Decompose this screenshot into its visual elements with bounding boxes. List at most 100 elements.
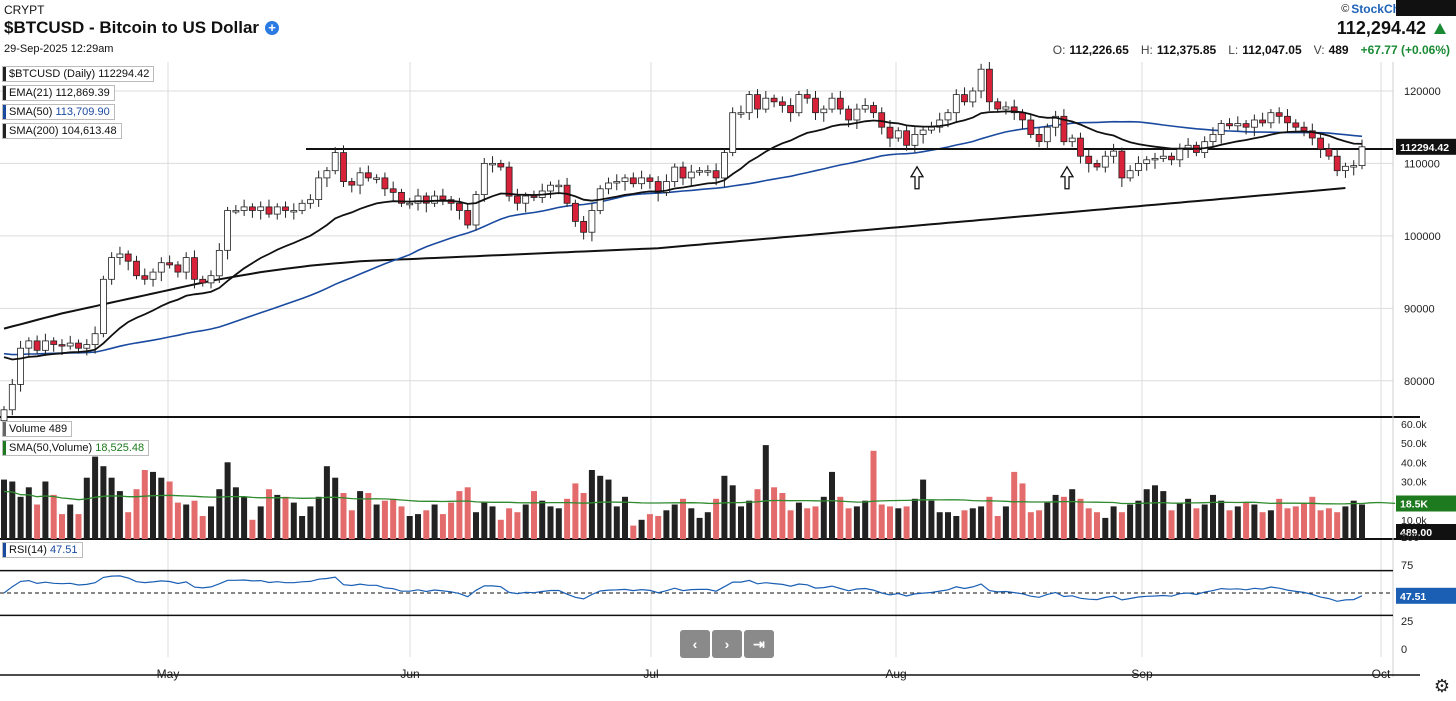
volume-bar: [150, 471, 156, 539]
vol-sma-axis-tag: 18.5K: [1400, 498, 1428, 510]
candle-body: [928, 126, 935, 131]
volume-bar: [199, 516, 206, 539]
sma200-axis-tag: 104613.48: [1400, 0, 1450, 3]
candle-body: [812, 97, 819, 114]
volume-bar: [431, 504, 438, 539]
candle-body: [265, 206, 273, 215]
candle-body: [1085, 155, 1093, 164]
candle-body: [1333, 155, 1341, 172]
volume-bar: [978, 506, 985, 539]
volume-bar: [489, 506, 496, 539]
volume-bar: [133, 489, 140, 539]
candle-body: [795, 94, 803, 114]
candle-body: [505, 166, 513, 197]
add-symbol-button[interactable]: +: [265, 21, 280, 35]
volume-bar: [820, 496, 827, 539]
volume-sma-line: [3, 490, 1396, 505]
rsi-tick-label: 0: [1401, 644, 1407, 656]
candle-body: [282, 206, 289, 211]
scroll-left-button[interactable]: ‹: [680, 630, 710, 658]
volume-bar: [588, 470, 595, 539]
volume-bar: [1267, 510, 1274, 540]
candle-body: [1043, 126, 1051, 143]
volume-bar: [1143, 489, 1150, 539]
volume-bar: [497, 519, 504, 539]
volume-bar: [1325, 508, 1332, 539]
candle-body: [1226, 123, 1233, 127]
candle-body: [273, 206, 281, 215]
volume-bar: [83, 477, 90, 539]
volume-bar: [1077, 498, 1084, 540]
volume-bar: [746, 500, 753, 539]
volume-bar: [911, 498, 918, 540]
volume-bar: [638, 519, 645, 539]
volume-bar: [1027, 512, 1034, 539]
x-tick-label: Aug: [885, 667, 906, 681]
candle-body: [497, 162, 505, 168]
scroll-end-button[interactable]: ⇥: [744, 630, 774, 658]
candle-body: [348, 181, 356, 186]
candle-body: [306, 199, 314, 204]
volume-bar: [920, 479, 927, 539]
x-tick-label: Oct: [1372, 667, 1391, 681]
low-readout: L: 112,047.05: [1228, 43, 1301, 57]
volume-bar: [1052, 494, 1059, 539]
candle-body: [878, 112, 886, 128]
x-tick-label: May: [157, 667, 180, 681]
candle-body: [124, 253, 132, 262]
candle-body: [108, 257, 115, 280]
volume-bar: [1210, 494, 1216, 539]
volume-bar: [696, 517, 703, 539]
price-tick-label: 110000: [1404, 158, 1440, 170]
volume-bar: [564, 498, 571, 540]
volume-bar: [373, 504, 380, 539]
candle-body: [836, 97, 844, 110]
volume-bar: [895, 508, 902, 539]
volume-bar: [1218, 500, 1225, 539]
volume-bar: [870, 450, 877, 539]
candle-body: [431, 195, 439, 204]
volume-bar: [845, 508, 852, 539]
candle-body: [414, 195, 422, 204]
candle-body: [25, 340, 33, 349]
volume-bar: [9, 481, 16, 539]
volume-bar: [539, 500, 546, 539]
ema21-line: [3, 110, 1363, 361]
volume-bar: [779, 493, 786, 539]
volume-bar: [67, 504, 74, 539]
candle-body: [199, 278, 207, 284]
volume-tick-label: 40.0k: [1401, 457, 1427, 469]
gear-icon[interactable]: ⚙: [1433, 676, 1450, 696]
scroll-right-button[interactable]: ›: [712, 630, 742, 658]
volume-bar: [75, 514, 82, 539]
candle-body: [472, 194, 480, 226]
volume-bar: [1243, 502, 1250, 539]
candle-body: [1143, 159, 1151, 164]
candle-body: [1118, 150, 1126, 179]
candle-body: [1267, 112, 1275, 124]
volume-bar: [365, 493, 372, 539]
volume-bar: [17, 496, 24, 539]
exchange-label: CRYPT: [4, 3, 45, 17]
candle-body: [1093, 162, 1101, 168]
candle-body: [1135, 162, 1142, 171]
candle-body: [1010, 106, 1018, 114]
volume-bar: [1317, 510, 1324, 540]
candle-body: [17, 347, 25, 385]
candle-body: [1060, 115, 1068, 143]
candle-body: [1234, 123, 1242, 127]
candle-body: [1259, 119, 1266, 124]
candle-body: [166, 262, 174, 266]
volume-bar: [531, 491, 537, 539]
volume-bar: [1069, 489, 1076, 539]
candle-body: [1242, 123, 1250, 128]
volume-tick-label: 60.0k: [1401, 419, 1427, 431]
volume-bar: [969, 508, 976, 539]
candle-body: [1068, 137, 1076, 143]
volume-bar: [456, 491, 463, 539]
legend-volume: Volume 489: [2, 421, 73, 437]
vol-sma-axis-tag-bg: [1396, 495, 1456, 512]
rsi-tick-label: 25: [1401, 616, 1413, 628]
sma50-name: SMA(50): [9, 106, 53, 118]
